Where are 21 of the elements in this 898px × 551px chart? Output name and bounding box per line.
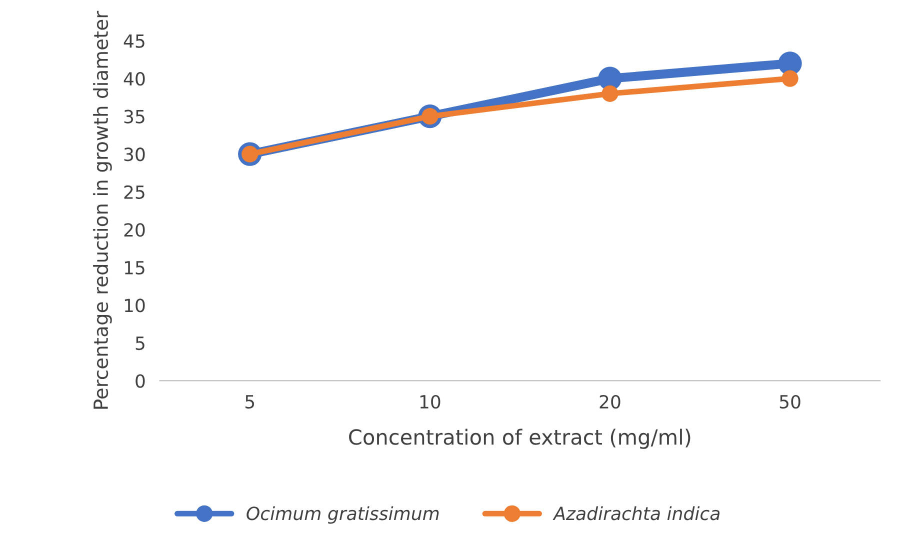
point bbox=[602, 85, 618, 102]
y-tick-label: 45 bbox=[124, 34, 144, 48]
y-tick-label: 10 bbox=[124, 298, 145, 312]
x-tick-label: 50 bbox=[780, 394, 800, 409]
y-tick-label: 5 bbox=[136, 336, 144, 350]
y-axis-title: Percentage reduction in growth diameter bbox=[93, 10, 112, 409]
legend-label: Azadirachta indica bbox=[552, 506, 720, 520]
legend-label: Ocimum gratissimum bbox=[246, 506, 439, 524]
y-tick-label: 40 bbox=[124, 72, 145, 86]
x-tick-label: 20 bbox=[600, 394, 620, 409]
y-tick-label: 25 bbox=[124, 185, 144, 199]
point bbox=[778, 52, 802, 76]
point bbox=[782, 70, 798, 87]
y-tick-label: 30 bbox=[124, 148, 145, 162]
y-tick-label: 0 bbox=[136, 374, 145, 388]
y-tick-label: 35 bbox=[124, 110, 144, 124]
x-tick-label: 10 bbox=[420, 394, 440, 409]
x-axis-title: Concentration of extract (mg/ml) bbox=[349, 428, 690, 449]
y-tick-label: 15 bbox=[124, 261, 144, 275]
x-tick-label: 5 bbox=[246, 395, 254, 409]
y-tick-label: 20 bbox=[124, 223, 145, 237]
